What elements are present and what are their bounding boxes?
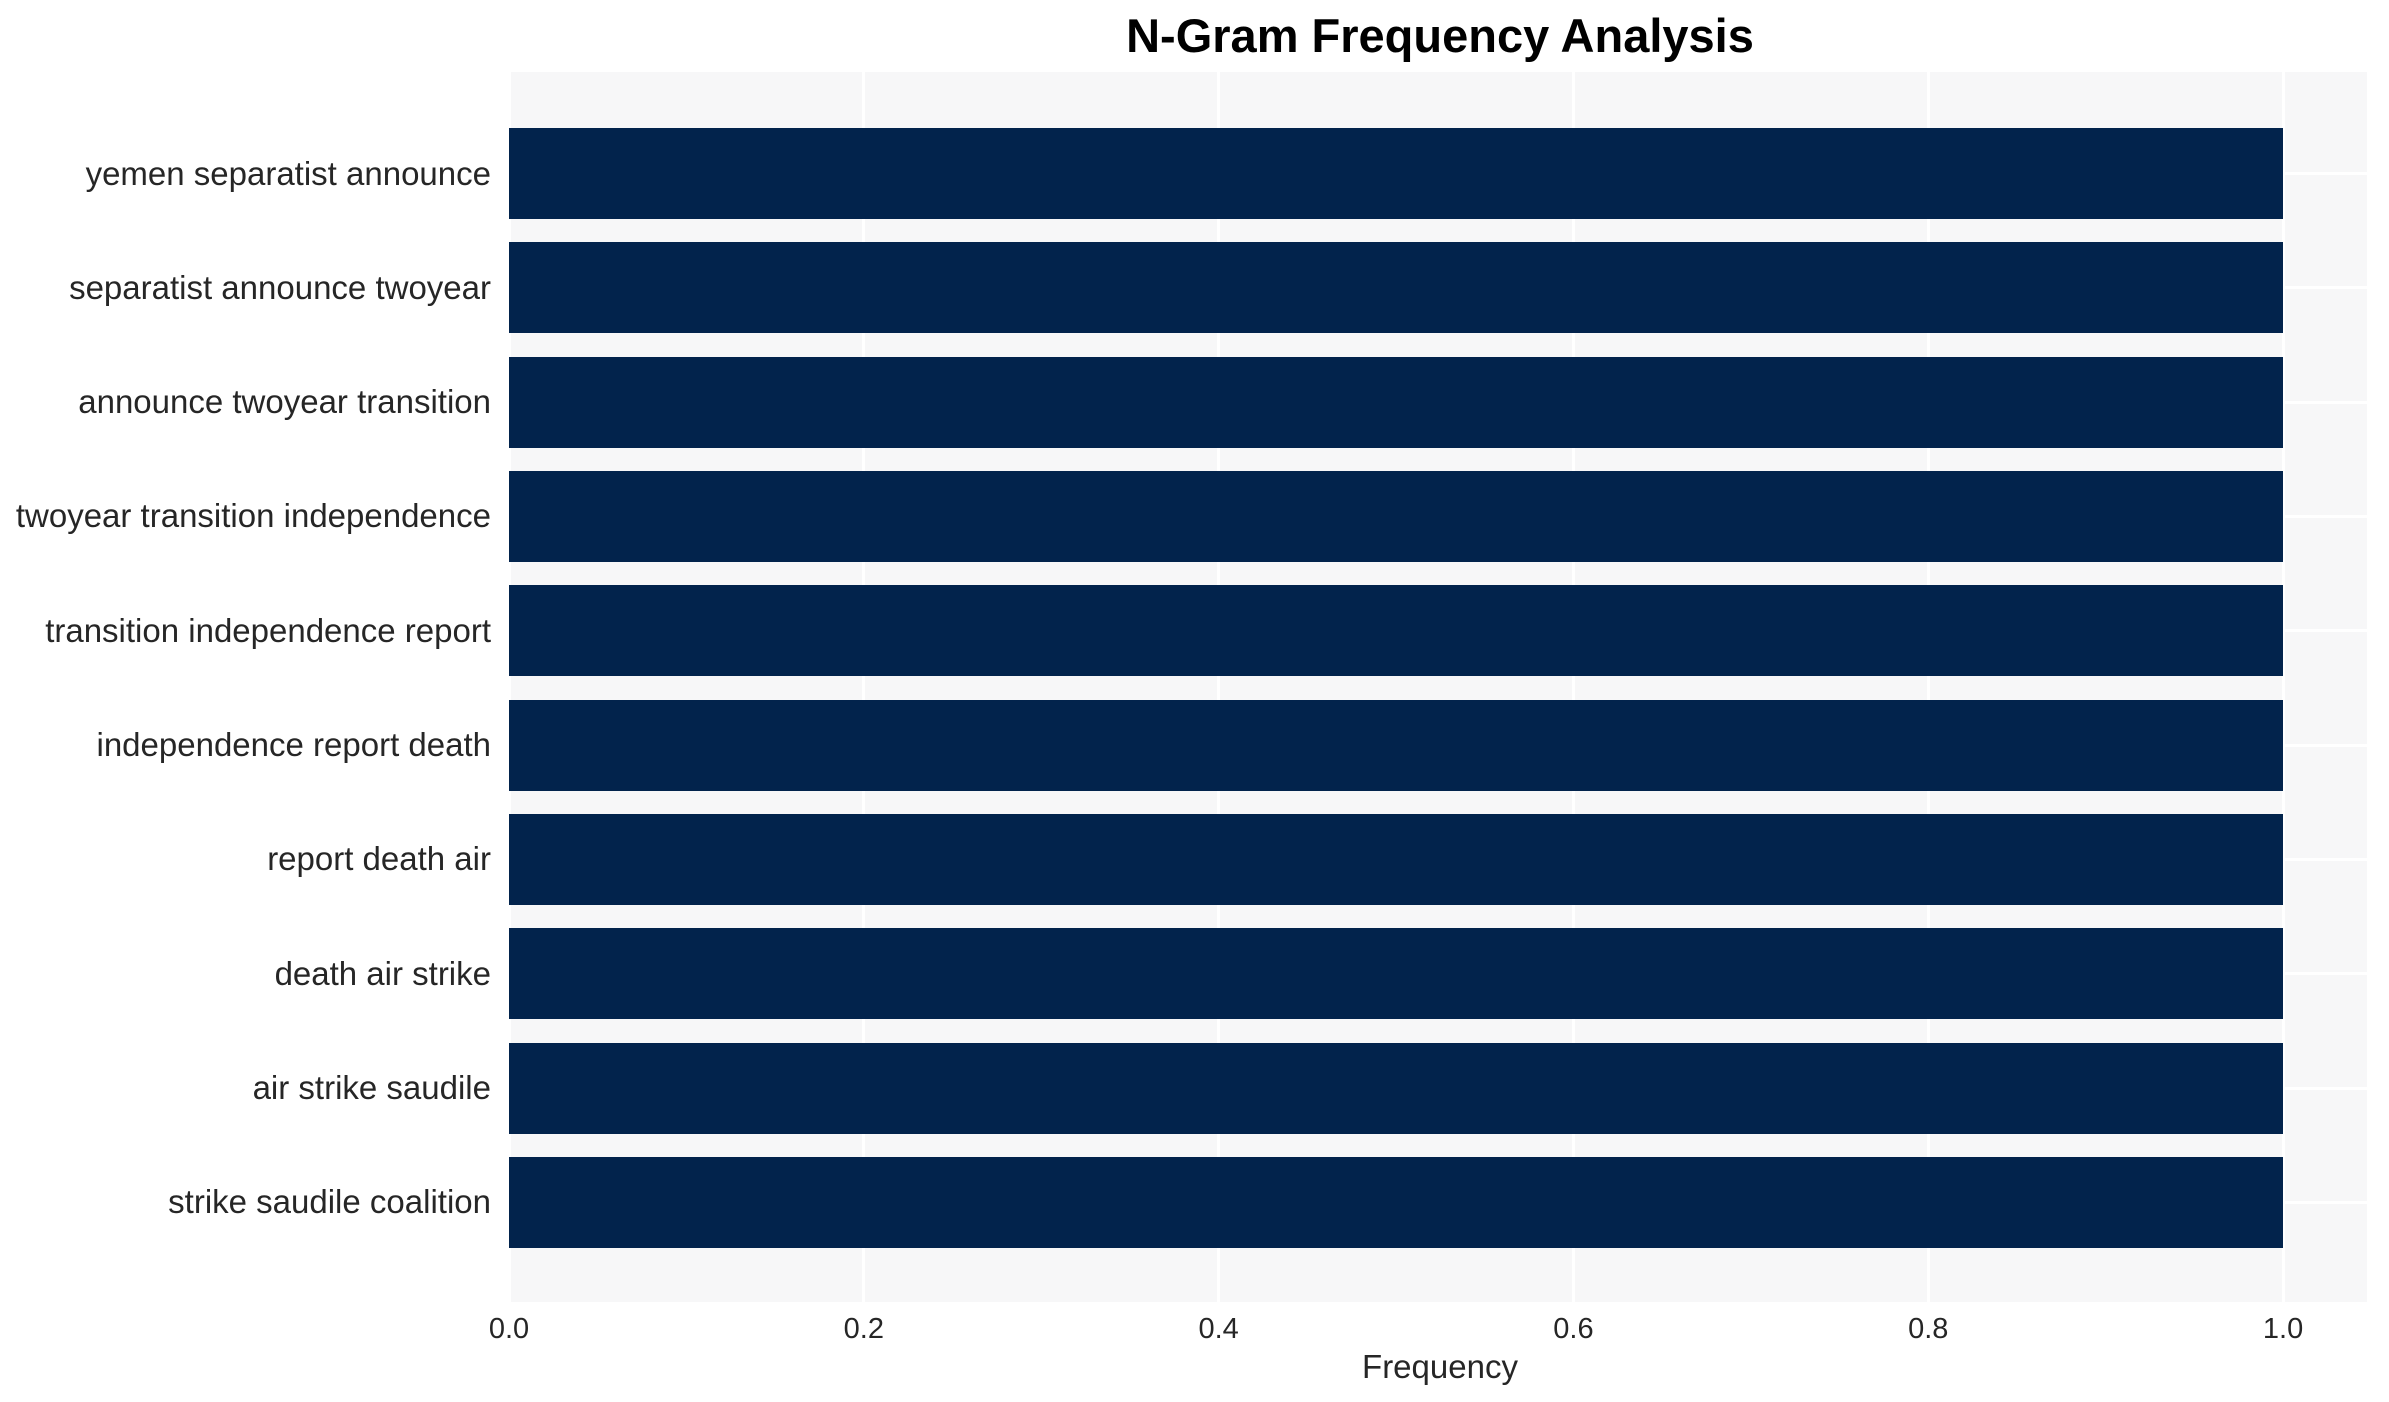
bar-row xyxy=(509,928,2367,1020)
x-gridline xyxy=(1926,72,1930,1302)
bar xyxy=(509,1156,2284,1248)
bar xyxy=(509,242,2284,334)
y-tick-label: twoyear transition independence xyxy=(15,497,491,535)
bar xyxy=(509,585,2284,677)
x-tick-label: 1.0 xyxy=(2262,1313,2304,1345)
bar-row xyxy=(509,813,2367,905)
x-gridline xyxy=(1217,72,1221,1302)
bar-row xyxy=(509,585,2367,677)
bar-row xyxy=(509,1042,2367,1134)
bar-row xyxy=(509,242,2367,334)
x-axis-label: Frequency xyxy=(1362,1348,1518,1385)
y-tick-label: transition independence report xyxy=(45,611,491,649)
bar-row xyxy=(509,470,2367,562)
bar-row xyxy=(509,356,2367,448)
x-tick-label: 0.2 xyxy=(843,1313,884,1345)
x-gridline xyxy=(2281,72,2285,1302)
y-tick-label: air strike saudile xyxy=(252,1069,491,1107)
bar xyxy=(509,1042,2284,1134)
x-axis: 0.0 0.2 0.4 0.6 0.8 1.0 xyxy=(489,1302,2367,1348)
bar xyxy=(509,128,2284,219)
x-tick-label: 0.6 xyxy=(1553,1313,1594,1345)
bar-row xyxy=(509,1156,2367,1248)
bar xyxy=(509,928,2284,1020)
bar xyxy=(509,699,2284,791)
y-tick-label: separatist announce twoyear xyxy=(69,268,491,306)
y-tick-label: announce twoyear transition xyxy=(78,383,491,421)
bars-layer xyxy=(509,72,2367,1302)
x-gridline xyxy=(1571,72,1575,1302)
y-tick-label: strike saudile coalition xyxy=(168,1183,491,1221)
y-tick-label: death air strike xyxy=(274,954,491,992)
x-tick-label: 0.8 xyxy=(1908,1313,1949,1345)
bar xyxy=(509,356,2284,448)
x-gridline xyxy=(862,72,866,1302)
x-gridline xyxy=(507,72,511,1302)
x-tick-label: 0.4 xyxy=(1198,1313,1239,1345)
x-tick-label: 0.0 xyxy=(488,1313,530,1345)
plot-area xyxy=(507,72,2367,1302)
chart-title: N-Gram Frequency Analysis xyxy=(1126,9,1754,62)
bar-row xyxy=(509,128,2367,219)
y-tick-label: independence report death xyxy=(96,726,492,764)
y-axis: yemen separatist announce separatist anno… xyxy=(0,72,500,1302)
y-tick-label: report death air xyxy=(267,840,491,878)
bar-row xyxy=(509,699,2367,791)
bar xyxy=(509,470,2284,562)
y-tick-label: yemen separatist announce xyxy=(85,154,491,192)
bar xyxy=(509,813,2284,905)
